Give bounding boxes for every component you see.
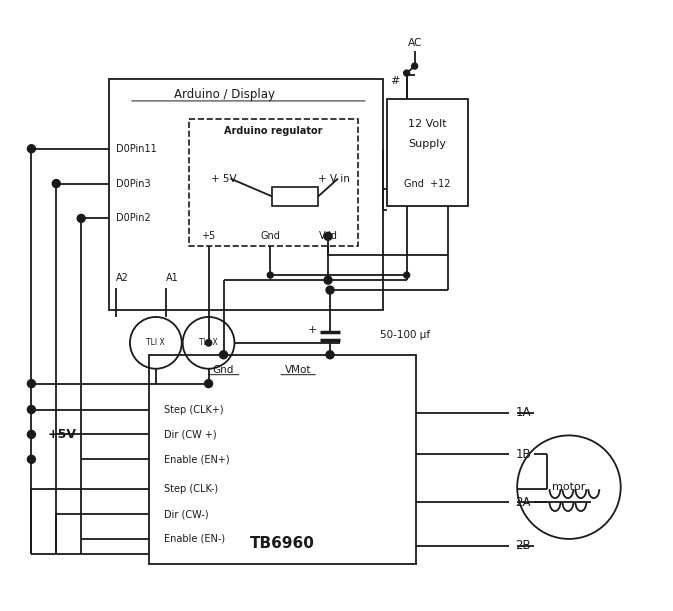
Text: Step (CLK+): Step (CLK+) [164,404,223,414]
Text: + V in: + V in [318,174,350,183]
Text: #: # [390,76,399,86]
Circle shape [404,70,410,76]
Circle shape [324,276,332,284]
Text: TLI X: TLI X [199,338,218,347]
Text: 50-100 µf: 50-100 µf [380,330,430,340]
Text: Step (CLK-): Step (CLK-) [164,484,218,494]
Text: Gnd  +12: Gnd +12 [404,178,451,189]
Circle shape [324,232,332,240]
Circle shape [205,379,213,387]
Text: 2B: 2B [516,540,531,552]
Text: Enable (EN+): Enable (EN+) [164,455,229,464]
Bar [188,119,358,246]
Bar [273,186,318,207]
Circle shape [326,351,334,359]
Text: Dir (CW-): Dir (CW-) [164,509,209,519]
Circle shape [28,406,36,414]
Text: Vdd: Vdd [318,232,337,241]
Circle shape [404,272,410,278]
Text: VMot: VMot [285,365,312,375]
Text: D0Pin11: D0Pin11 [116,144,157,154]
Bar [109,79,383,310]
Text: 2A: 2A [516,496,531,508]
Circle shape [28,379,36,387]
Text: TLI X: TLI X [147,338,165,347]
Text: AC: AC [407,38,422,48]
Text: +: + [308,325,317,335]
Circle shape [52,180,61,188]
Text: Gnd: Gnd [213,365,234,375]
Text: Gnd: Gnd [260,232,280,241]
Circle shape [28,455,36,463]
Circle shape [326,286,334,294]
Text: motor: motor [553,482,586,492]
Text: Arduino regulator: Arduino regulator [224,126,322,136]
Text: 1B: 1B [516,448,531,461]
Text: Enable (EN-): Enable (EN-) [164,534,225,544]
Text: A2: A2 [116,273,129,283]
Text: +5: +5 [201,232,216,241]
Text: D0Pin2: D0Pin2 [116,213,151,224]
Text: 1A: 1A [516,406,531,419]
Circle shape [205,340,211,346]
Text: TB6960: TB6960 [250,536,315,551]
Text: Arduino / Display: Arduino / Display [174,89,275,101]
Text: Supply: Supply [409,139,447,148]
Circle shape [205,340,211,346]
Text: 12 Volt: 12 Volt [409,119,447,129]
Bar [387,99,468,207]
Circle shape [28,145,36,153]
Circle shape [77,214,85,222]
Circle shape [219,351,227,359]
Circle shape [28,430,36,439]
Text: + 5V: + 5V [211,174,236,183]
Circle shape [412,63,418,69]
Text: Dir (CW +): Dir (CW +) [164,430,217,439]
Text: +5V: +5V [47,428,76,441]
Circle shape [267,272,273,278]
Text: A1: A1 [166,273,178,283]
Bar [149,355,416,564]
Text: D0Pin3: D0Pin3 [116,178,151,189]
